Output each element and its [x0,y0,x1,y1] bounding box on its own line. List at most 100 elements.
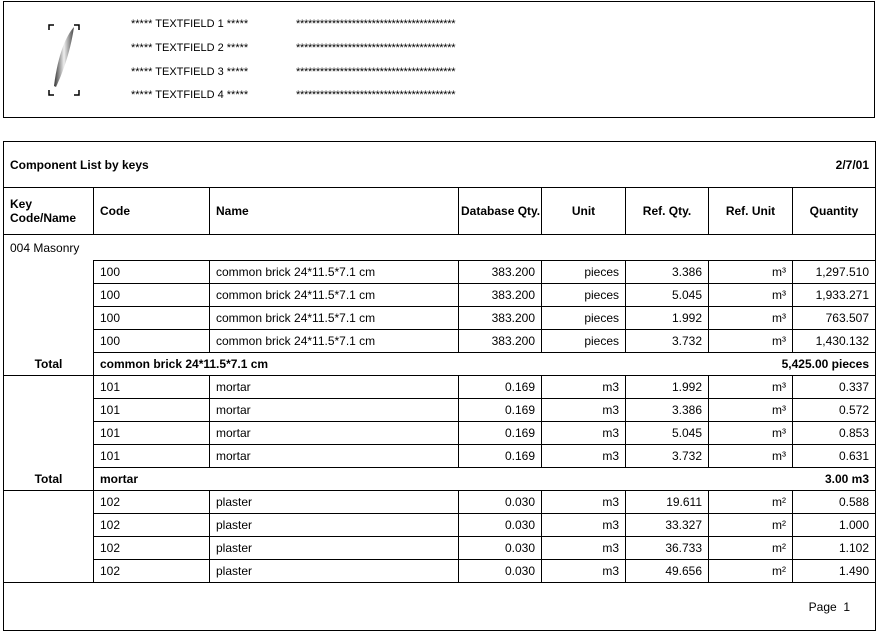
cell-name: plaster [209,536,459,560]
total-label: Total [3,467,94,491]
cell-key [3,536,94,560]
cell-code: 102 [93,536,210,560]
col-key: Key Code/Name [3,187,94,235]
cell-unit: m3 [541,490,627,514]
page-number: Page 1 [808,599,851,614]
total-row: Total common brick 24*11.5*7.1 cm 5,425.00… [3,352,876,376]
col-database-qty: Database Qty. [457,187,543,235]
group-row: 004 Masonry [4,235,876,261]
col-unit: Unit [541,187,627,235]
table-row: 102 plaster 0.030 m3 36.733 m² 1.102 [3,536,877,560]
cell-unit: pieces [541,306,627,330]
table-row: 101 mortar 0.169 m3 3.732 m³ 0.631 [3,444,877,468]
cell-ref-unit: m³ [708,444,794,468]
total-name: common brick 24*11.5*7.1 cm [93,352,542,376]
cell-ref-qty: 3.386 [625,398,710,422]
cell-ref-qty: 3.732 [625,444,710,468]
cell-unit: m3 [541,513,627,537]
cell-quantity: 0.631 [792,444,877,468]
cell-database-qty: 383.200 [457,306,543,330]
cell-key [3,398,94,422]
cell-code: 101 [93,398,210,422]
cell-database-qty: 383.200 [457,260,543,284]
cell-unit: m3 [541,444,627,468]
cell-ref-qty: 5.045 [625,283,710,307]
cell-quantity: 763.507 [792,306,877,330]
component-list-table: Component List by keys 2/7/01 Key Code/N… [3,141,877,631]
cell-ref-qty: 1.992 [625,375,710,399]
cell-key [3,421,94,445]
cell-database-qty: 0.169 [457,444,543,468]
cell-code: 102 [93,490,210,514]
table-row: 102 plaster 0.030 m3 49.656 m² 1.490 [3,559,877,583]
total-value: 3.00 m3 [541,467,876,491]
cell-database-qty: 0.169 [457,398,543,422]
report-title: Component List by keys [3,141,542,188]
table-row: 101 mortar 0.169 m3 3.386 m³ 0.572 [3,398,877,422]
cell-key [3,329,94,353]
cell-key [3,490,94,514]
col-ref-unit: Ref. Unit [708,187,794,235]
cell-quantity: 0.588 [792,490,877,514]
cell-ref-unit: m² [708,513,794,537]
cell-key [3,444,94,468]
cell-code: 101 [93,421,210,445]
cell-database-qty: 383.200 [457,283,543,307]
table-row: 102 plaster 0.030 m3 33.327 m² 1.000 [3,513,877,537]
cell-unit: m3 [541,536,627,560]
table-row: 101 mortar 0.169 m3 1.992 m³ 0.337 [3,375,877,399]
cell-unit: m3 [541,375,627,399]
cell-quantity: 1,430.132 [792,329,877,353]
cell-code: 100 [93,306,210,330]
textfield-4-value: **************************************** [296,89,456,101]
cell-unit: pieces [541,329,627,353]
cell-ref-unit: m³ [708,398,794,422]
total-row: Total mortar 3.00 m3 [3,467,876,491]
cell-name: mortar [209,421,459,445]
cell-name: plaster [209,490,459,514]
cell-ref-qty: 49.656 [625,559,710,583]
cell-quantity: 1,933.271 [792,283,877,307]
textfield-1: ***** TEXTFIELD 1 ***** [131,18,249,30]
cell-unit: pieces [541,283,627,307]
cell-code: 101 [93,444,210,468]
cell-ref-qty: 33.327 [625,513,710,537]
cell-name: mortar [209,444,459,468]
cell-code: 100 [93,283,210,307]
col-code: Code [93,187,210,235]
cell-code: 102 [93,513,210,537]
table-row: 100 common brick 24*11.5*7.1 cm 383.200 pie… [3,329,877,353]
cell-ref-qty: 1.992 [625,306,710,330]
col-name: Name [209,187,459,235]
footer-row: Page 1 [4,583,876,631]
cell-name: plaster [209,559,459,583]
total-label: Total [3,352,94,376]
quill-logo-icon [48,24,80,96]
cell-quantity: 1.490 [792,559,877,583]
table-row: 102 plaster 0.030 m3 19.611 m² 0.588 [3,490,877,514]
cell-name: plaster [209,513,459,537]
cell-ref-unit: m³ [708,283,794,307]
textfield-3: ***** TEXTFIELD 3 ***** [131,66,249,78]
cell-code: 101 [93,375,210,399]
cell-key [3,513,94,537]
cell-unit: m3 [541,398,627,422]
cell-ref-unit: m³ [708,329,794,353]
cell-key [3,375,94,399]
cell-quantity: 1.102 [792,536,877,560]
cell-quantity: 0.853 [792,421,877,445]
cell-ref-qty: 19.611 [625,490,710,514]
col-quantity: Quantity [792,187,877,235]
cell-code: 100 [93,260,210,284]
col-ref-qty: Ref. Qty. [625,187,710,235]
cell-ref-unit: m² [708,536,794,560]
cell-ref-qty: 5.045 [625,421,710,445]
cell-key [3,283,94,307]
cell-database-qty: 0.169 [457,375,543,399]
cell-ref-qty: 3.386 [625,260,710,284]
cell-unit: m3 [541,421,627,445]
table-row: 101 mortar 0.169 m3 5.045 m³ 0.853 [3,421,877,445]
cell-quantity: 0.337 [792,375,877,399]
cell-database-qty: 0.030 [457,536,543,560]
cell-unit: pieces [541,260,627,284]
